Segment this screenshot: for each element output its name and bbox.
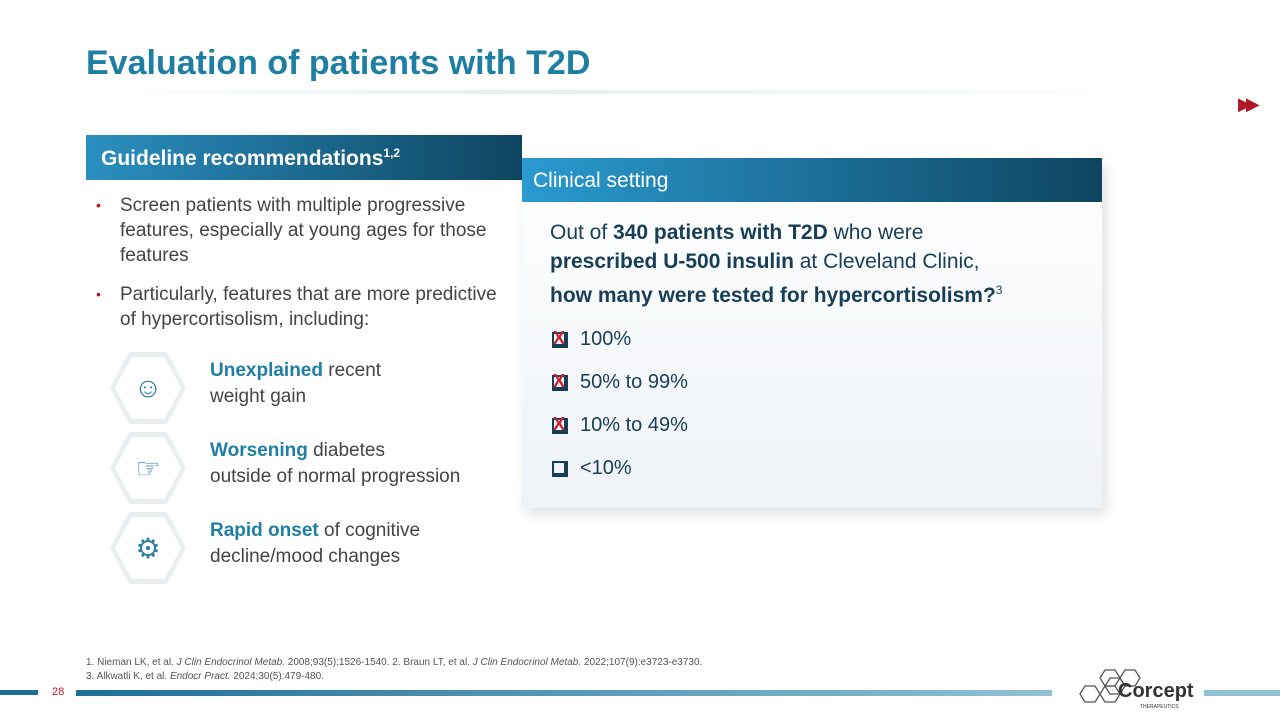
ref-journal: J Clin Endocrinol Metab. [176, 657, 285, 668]
checkbox-icon[interactable] [552, 460, 568, 477]
ref-text: 2008;93(5):1526-1540. 2. Braun LT, et al… [285, 657, 473, 668]
feature-text: decline/mood changes [210, 546, 401, 567]
next-slide-icon[interactable]: ▶▶ [1238, 94, 1260, 114]
footer-bar [76, 690, 1052, 696]
feature-bold: Unexplained [210, 360, 323, 381]
question: Out of 340 patients with T2D who were pr… [550, 218, 1082, 310]
answer-options: 100% 50% to 99% 10% to 49% <10% [550, 318, 1082, 490]
feature-bold: Worsening [210, 440, 308, 461]
clinical-heading: Clinical setting [522, 158, 1102, 202]
option-label: 50% to 99% [580, 371, 688, 393]
ref-journal: Endocr Pract. [169, 671, 231, 682]
guideline-bullets: Screen patients with multiple progressiv… [96, 193, 516, 346]
feature-text: of cognitive [318, 520, 421, 541]
feature-text: diabetes [307, 440, 385, 461]
corcept-logo-icon [1079, 669, 1141, 703]
page-number: 28 [52, 686, 65, 698]
ref-text: 1. Nieman LK, et al. [86, 657, 177, 668]
feature-text: recent [322, 360, 382, 381]
clinical-body: Out of 340 patients with T2D who were pr… [522, 202, 1102, 490]
bullet-item: Screen patients with multiple progressiv… [96, 193, 516, 268]
option-50-99[interactable]: 50% to 99% [552, 361, 1082, 404]
ref-text: 2024;30(5):479-480. [230, 671, 324, 682]
footer-bar [1204, 690, 1280, 696]
q-sup: 3 [995, 283, 1003, 297]
logo-sub: THERAPEUTICS [1140, 704, 1179, 710]
option-label: <10% [580, 457, 632, 479]
footer-bar [0, 690, 38, 695]
feature-cognitive: ⚙ Rapid onset of cognitive decline/mood c… [110, 512, 510, 586]
head-cognition-icon: ⚙ [110, 512, 186, 584]
glucose-meter-icon: ☞ [110, 432, 186, 504]
guideline-header: Guideline recommendations1,2 [86, 135, 522, 180]
crossed-checkbox-icon[interactable] [552, 371, 568, 392]
feature-text: outside of normal progression [210, 466, 461, 487]
bullet-item: Particularly, features that are more pre… [96, 282, 516, 332]
option-label: 100% [580, 328, 632, 350]
guideline-heading: Guideline recommendations [101, 147, 384, 170]
q-text: at Cleveland Clinic, [793, 250, 980, 273]
title-divider [86, 90, 1176, 94]
ref-journal: J Clin Endocrinol Metab. [472, 657, 582, 668]
logo-name: Corcept [1118, 680, 1194, 702]
option-100[interactable]: 100% [552, 318, 1082, 361]
q-bold: prescribed U-500 insulin [550, 250, 794, 273]
q-bold: 340 patients with T2D [613, 221, 828, 244]
feature-weight-gain: ☺ Unexplained recent weight gain [110, 352, 510, 426]
ref-text: 2022;107(9):e3723-e3730. [581, 657, 703, 668]
crossed-checkbox-icon[interactable] [552, 414, 568, 435]
feature-worsening-diabetes: ☞ Worsening diabetes outside of normal pr… [110, 432, 510, 506]
q-text: who were [827, 221, 924, 244]
q-bold: how many were tested for hypercortisolis… [550, 284, 996, 307]
page-title: Evaluation of patients with T2D [86, 44, 591, 82]
q-text: Out of [550, 221, 614, 244]
ref-text: 3. Alkwatli K, et al. [86, 671, 170, 682]
weight-gain-icon: ☺ [110, 352, 186, 424]
feature-bold: Rapid onset [210, 520, 319, 541]
option-10-49[interactable]: 10% to 49% [552, 404, 1082, 447]
clinical-setting-card: Clinical setting Out of 340 patients wit… [522, 158, 1102, 508]
crossed-checkbox-icon[interactable] [552, 328, 568, 349]
option-under-10[interactable]: <10% [552, 447, 1082, 490]
option-label: 10% to 49% [580, 414, 688, 436]
guideline-sup: 1,2 [383, 146, 401, 160]
feature-text: weight gain [210, 386, 307, 407]
references: 1. Nieman LK, et al. J Clin Endocrinol M… [86, 656, 702, 684]
